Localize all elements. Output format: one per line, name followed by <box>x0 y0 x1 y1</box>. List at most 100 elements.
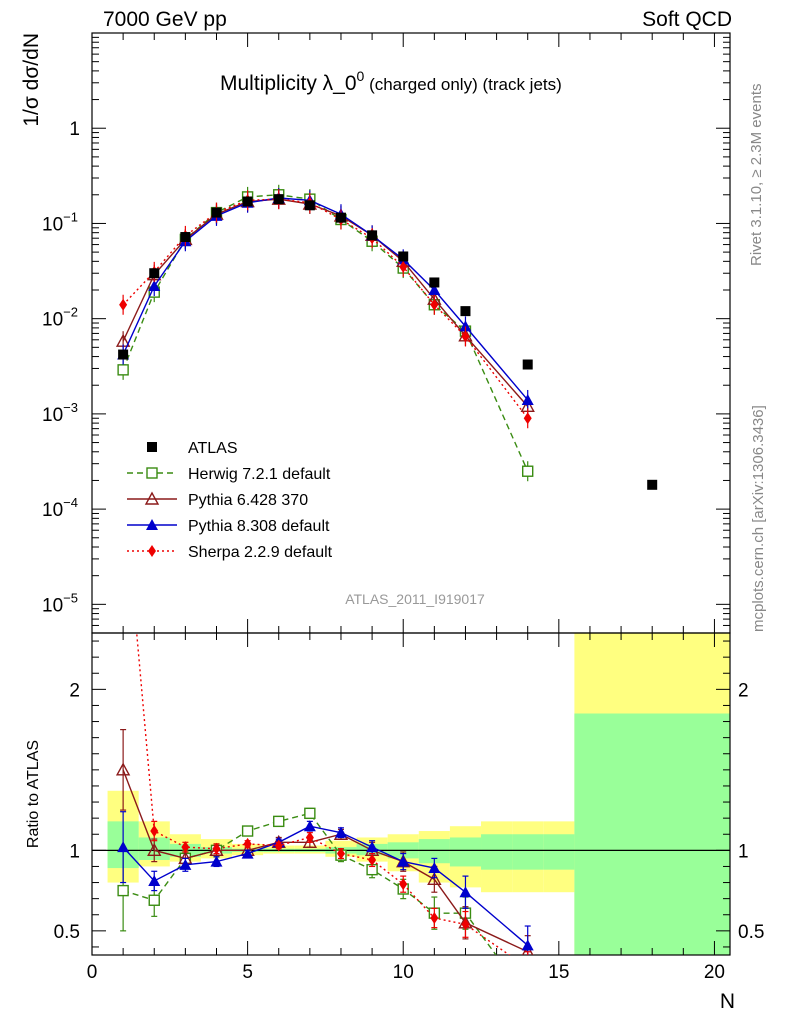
ratio-point-pythia-8-308-default <box>428 862 441 874</box>
ratio-point-pythia-6-428-370 <box>147 842 162 857</box>
chart-title: Multiplicity λ_00 (charged only) (track … <box>220 68 562 95</box>
y-tick-label: 10−2 <box>42 305 78 331</box>
data-point-herwig-7-2-1-default <box>522 465 534 477</box>
ratio-y-tick-label: 1 <box>69 841 80 862</box>
ratio-y-tick-label-right: 1 <box>738 841 749 862</box>
ratio-point-sherpa-2-2-9-default <box>430 911 439 924</box>
ratio-y-tick-label-right: 0.5 <box>738 922 764 943</box>
band-green <box>449 837 482 867</box>
ratio-point-pythia-8-308-default <box>366 841 379 853</box>
data-point-pythia-8-308-default <box>521 393 534 405</box>
ratio-point-sherpa-2-2-9-default <box>461 918 470 931</box>
ratio-point-sherpa-2-2-9-default <box>181 841 190 854</box>
ratio-point-herwig-7-2-1-default <box>117 884 129 897</box>
ratio-point-pythia-8-308-default <box>241 847 254 859</box>
ratio-y-tick-label: 0.5 <box>54 922 80 943</box>
ratio-point-sherpa-2-2-9-default <box>150 825 159 838</box>
data-point-herwig-7-2-1-default <box>117 364 129 376</box>
ratio-point-pythia-8-308-default <box>334 826 347 838</box>
ratio-point-pythia-8-308-default <box>117 841 130 853</box>
y-tick-label: 10−4 <box>42 495 78 521</box>
x-tick-label: 5 <box>242 962 253 983</box>
ratio-point-herwig-7-2-1-default <box>304 807 316 820</box>
ratio-point-sherpa-2-2-9-default <box>368 854 377 867</box>
y-tick-label: 10−3 <box>42 400 78 426</box>
series-line-pythia-8-308-default <box>122 197 529 401</box>
band-green <box>481 834 513 870</box>
ratio-point-pythia-8-308-default <box>397 855 410 867</box>
data-point-atlas <box>118 349 129 360</box>
legend-marker <box>148 545 156 557</box>
ratio-point-pythia-8-308-default <box>210 855 223 867</box>
legend-label: ATLAS <box>188 440 238 457</box>
data-point-atlas <box>180 232 191 243</box>
band-green <box>574 713 730 955</box>
x-tick-label: 20 <box>704 962 725 983</box>
ratio-point-herwig-7-2-1-default <box>148 894 160 906</box>
x-tick-label: 10 <box>393 962 414 983</box>
data-point-pythia-8-308-default <box>148 280 161 292</box>
ratio-point-sherpa-2-2-9-default <box>243 837 252 850</box>
ratio-point-sherpa-2-2-9-default <box>399 878 408 891</box>
legend-label: Pythia 6.428 370 <box>188 492 308 509</box>
series-line-pythia-6-428-370 <box>122 198 529 407</box>
data-point-sherpa-2-2-9-default <box>461 330 470 343</box>
data-point-sherpa-2-2-9-default <box>119 298 128 311</box>
y-tick-label: 10−5 <box>42 590 78 616</box>
ratio-frame <box>91 632 731 956</box>
y-axis-label: 1/σ dσ/dN <box>20 33 43 127</box>
legend-label: Pythia 8.308 default <box>188 518 330 535</box>
data-point-atlas <box>367 230 378 241</box>
ratio-point-pythia-8-308-default <box>459 886 472 898</box>
ratio-point-pythia-6-428-370 <box>115 762 131 776</box>
band-green <box>512 834 544 870</box>
ratio-point-sherpa-2-2-9-default <box>212 842 221 855</box>
ratio-point-sherpa-2-2-9-default <box>305 831 314 844</box>
main-frame <box>91 32 731 634</box>
ratio-series <box>115 633 534 955</box>
ratio-point-pythia-8-308-default <box>521 939 534 951</box>
ratio-point-sherpa-2-2-9-default <box>336 847 345 860</box>
data-point-atlas <box>335 212 346 223</box>
ratio-point-pythia-6-428-370 <box>427 871 442 886</box>
data-point-atlas <box>647 479 658 490</box>
analysis-watermark: ATLAS_2011_I919017 <box>345 591 485 607</box>
ratio-point-herwig-7-2-1-default <box>273 815 285 828</box>
ratio-y-tick-label-right: 2 <box>738 680 749 701</box>
data-point-sherpa-2-2-9-default <box>399 260 408 273</box>
data-point-atlas <box>273 194 284 205</box>
legend-label: Sherpa 2.2.9 default <box>188 544 333 561</box>
legend-label: Herwig 7.2.1 default <box>188 466 331 483</box>
ratio-point-sherpa-2-2-9-default <box>274 839 283 852</box>
ratio-y-tick-label: 2 <box>69 680 80 701</box>
ratio-y-axis-label: Ratio to ATLAS <box>25 740 42 848</box>
data-point-atlas <box>304 200 315 211</box>
data-point-atlas <box>211 207 222 218</box>
data-point-pythia-8-308-default <box>459 320 472 332</box>
x-tick-label: 15 <box>548 962 569 983</box>
ratio-point-pythia-8-308-default <box>148 874 161 886</box>
y-tick-label: 1 <box>69 119 80 140</box>
data-point-atlas <box>460 306 471 317</box>
ratio-point-pythia-8-308-default <box>179 858 192 870</box>
band-green <box>543 834 575 870</box>
header-right-label: Soft QCD <box>642 8 732 31</box>
x-tick-label: 0 <box>87 962 98 983</box>
data-point-atlas <box>398 251 409 262</box>
data-point-atlas <box>522 359 533 370</box>
data-point-atlas <box>429 277 440 288</box>
legend-marker <box>147 442 157 452</box>
x-axis-label: N <box>720 990 735 1013</box>
legend-marker <box>144 491 160 505</box>
uncertainty-bands <box>107 633 730 955</box>
header-left-label: 7000 GeV pp <box>103 8 227 31</box>
legend-marker <box>146 519 158 530</box>
data-point-atlas <box>149 268 160 279</box>
data-point-sherpa-2-2-9-default <box>430 298 439 311</box>
data-point-atlas <box>242 196 253 207</box>
ratio-point-herwig-7-2-1-default <box>241 825 254 837</box>
data-point-sherpa-2-2-9-default <box>523 412 532 425</box>
y-tick-label: 10−1 <box>42 209 78 235</box>
legend-marker <box>146 467 158 479</box>
